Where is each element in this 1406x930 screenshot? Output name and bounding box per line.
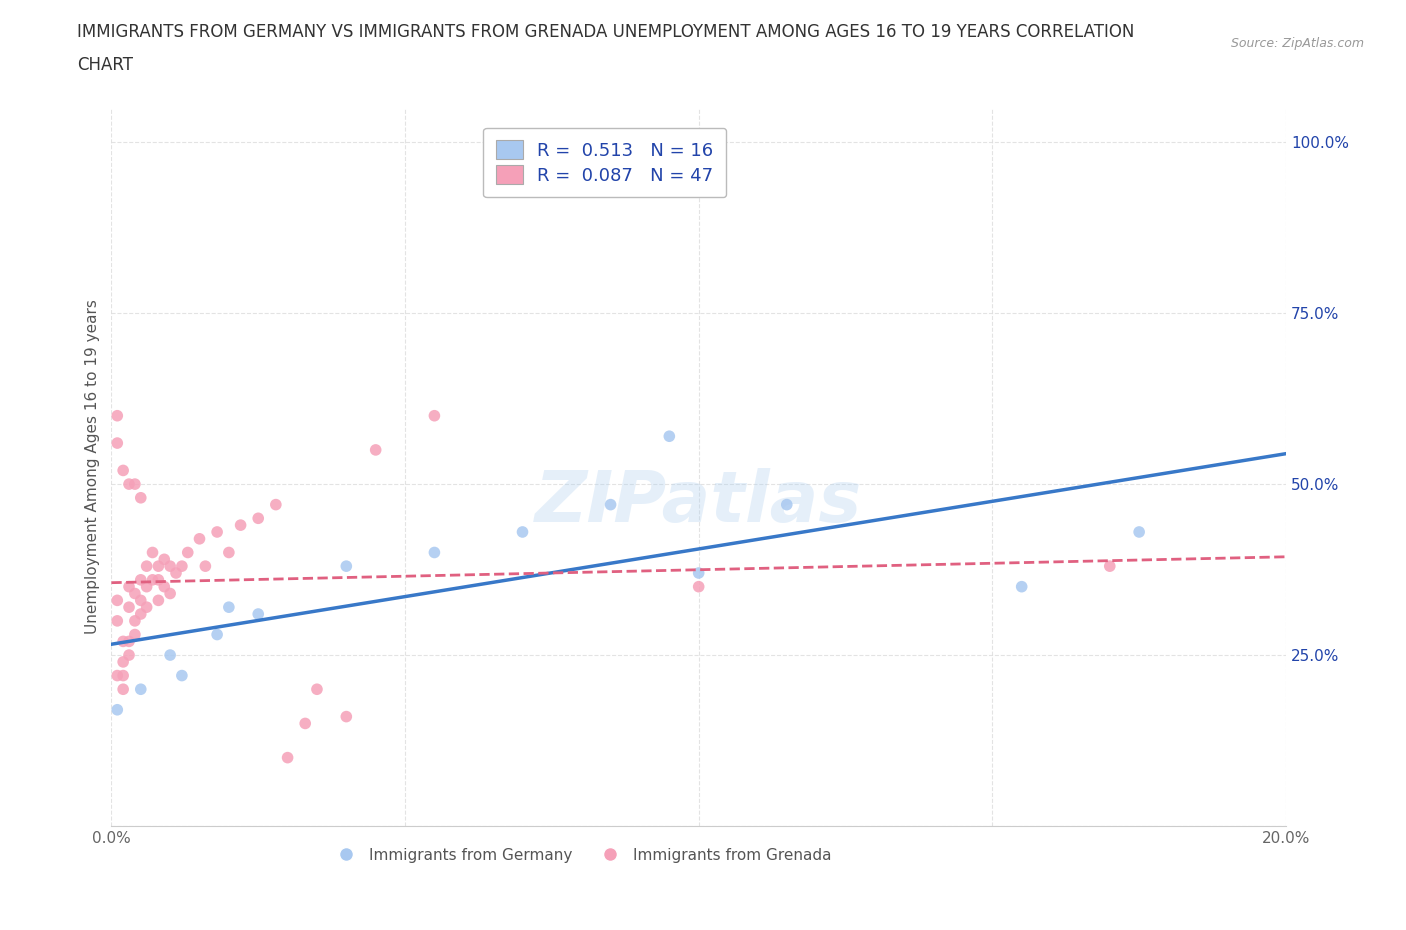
Point — [229, 518, 252, 533]
Point — [112, 668, 135, 683]
Point — [112, 682, 135, 697]
Point — [335, 559, 357, 574]
Point — [1098, 559, 1121, 574]
Point — [153, 579, 176, 594]
Point — [688, 579, 710, 594]
Point — [335, 710, 357, 724]
Point — [124, 627, 146, 642]
Point — [105, 702, 128, 717]
Point — [170, 668, 193, 683]
Point — [135, 559, 157, 574]
Point — [118, 600, 141, 615]
Point — [129, 572, 152, 587]
Point — [159, 647, 181, 662]
Point — [129, 606, 152, 621]
Text: CHART: CHART — [77, 56, 134, 73]
Point — [124, 614, 146, 629]
Point — [141, 545, 163, 560]
Point — [118, 647, 141, 662]
Point — [159, 586, 181, 601]
Point — [135, 600, 157, 615]
Point — [165, 565, 187, 580]
Point — [1128, 525, 1150, 539]
Point — [148, 593, 170, 608]
Point — [423, 545, 446, 560]
Point — [118, 477, 141, 492]
Point — [218, 545, 240, 560]
Point — [688, 565, 710, 580]
Point — [118, 579, 141, 594]
Point — [218, 600, 240, 615]
Legend: Immigrants from Germany, Immigrants from Grenada: Immigrants from Germany, Immigrants from… — [325, 842, 838, 869]
Point — [776, 498, 799, 512]
Point — [129, 490, 152, 505]
Point — [423, 408, 446, 423]
Point — [129, 593, 152, 608]
Point — [247, 511, 270, 525]
Point — [205, 525, 228, 539]
Point — [148, 559, 170, 574]
Point — [105, 593, 128, 608]
Text: ZIPatlas: ZIPatlas — [536, 469, 862, 538]
Point — [599, 498, 621, 512]
Point — [364, 443, 387, 458]
Text: IMMIGRANTS FROM GERMANY VS IMMIGRANTS FROM GRENADA UNEMPLOYMENT AMONG AGES 16 TO: IMMIGRANTS FROM GERMANY VS IMMIGRANTS FR… — [77, 23, 1135, 41]
Point — [129, 682, 152, 697]
Point — [305, 682, 328, 697]
Point — [112, 463, 135, 478]
Point — [105, 408, 128, 423]
Point — [177, 545, 200, 560]
Point — [148, 572, 170, 587]
Point — [124, 477, 146, 492]
Point — [264, 498, 287, 512]
Point — [247, 606, 270, 621]
Point — [658, 429, 681, 444]
Point — [194, 559, 217, 574]
Point — [1011, 579, 1033, 594]
Point — [105, 435, 128, 450]
Point — [512, 525, 534, 539]
Point — [205, 627, 228, 642]
Point — [112, 634, 135, 649]
Point — [124, 586, 146, 601]
Point — [277, 751, 299, 765]
Point — [105, 614, 128, 629]
Text: Source: ZipAtlas.com: Source: ZipAtlas.com — [1230, 37, 1364, 50]
Point — [170, 559, 193, 574]
Point — [153, 551, 176, 566]
Point — [112, 655, 135, 670]
Point — [294, 716, 316, 731]
Point — [118, 634, 141, 649]
Point — [141, 572, 163, 587]
Point — [135, 579, 157, 594]
Point — [188, 531, 211, 546]
Y-axis label: Unemployment Among Ages 16 to 19 years: Unemployment Among Ages 16 to 19 years — [86, 299, 100, 634]
Point — [159, 559, 181, 574]
Point — [105, 668, 128, 683]
